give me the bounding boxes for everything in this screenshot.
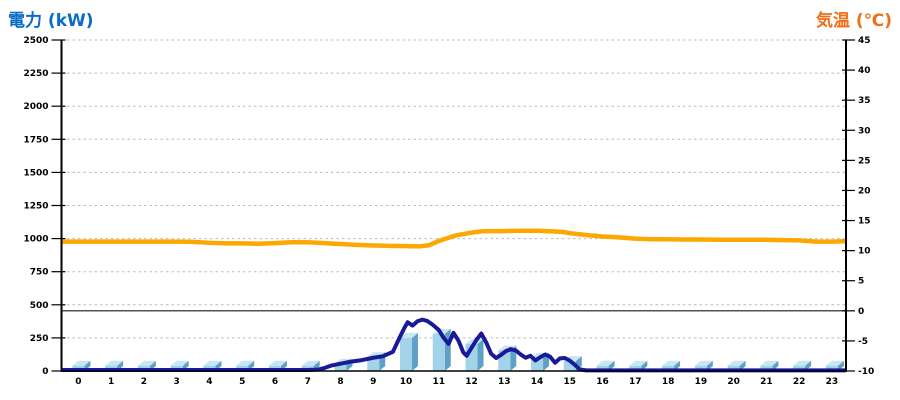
svg-text:17: 17: [629, 377, 642, 387]
bar-hour-10: [400, 332, 418, 371]
svg-text:18: 18: [662, 377, 675, 387]
svg-text:9: 9: [370, 377, 376, 387]
svg-text:8: 8: [337, 377, 343, 387]
svg-text:2: 2: [141, 377, 147, 387]
svg-text:750: 750: [30, 268, 49, 278]
svg-text:23: 23: [826, 377, 839, 387]
svg-text:5: 5: [239, 377, 245, 387]
gridlines: [61, 39, 846, 339]
svg-text:0: 0: [75, 377, 81, 387]
svg-text:4: 4: [206, 377, 212, 387]
svg-text:40: 40: [858, 66, 871, 76]
svg-text:1750: 1750: [23, 135, 48, 145]
svg-text:2500: 2500: [23, 36, 48, 46]
svg-text:7: 7: [305, 377, 311, 387]
temperature-line: [62, 228, 846, 249]
power-bars-series: [72, 328, 844, 371]
svg-text:45: 45: [858, 36, 871, 46]
svg-text:35: 35: [858, 96, 871, 106]
svg-text:16: 16: [596, 377, 609, 387]
left-axis-ticks: 0 250 500 750 1000 1250 1500 1750 2000 2250 2500: [23, 36, 66, 377]
svg-text:10: 10: [400, 377, 413, 387]
svg-text:13: 13: [498, 377, 511, 387]
svg-text:21: 21: [760, 377, 773, 387]
left-axis-title: 電力 (kW): [8, 11, 94, 31]
svg-text:30: 30: [858, 126, 871, 136]
right-axis-ticks: -10 -5 0 5 10 15 20 25 30 35 40 45: [842, 36, 874, 377]
svg-text:20: 20: [858, 186, 871, 196]
svg-text:500: 500: [30, 301, 49, 311]
svg-text:15: 15: [858, 217, 871, 227]
svg-text:-5: -5: [858, 337, 868, 347]
svg-text:1250: 1250: [23, 202, 48, 212]
svg-text:0: 0: [42, 367, 48, 377]
svg-text:6: 6: [272, 377, 278, 387]
svg-text:250: 250: [30, 334, 49, 344]
svg-text:10: 10: [858, 247, 871, 257]
svg-text:2250: 2250: [23, 69, 48, 79]
svg-text:25: 25: [858, 156, 871, 166]
svg-text:1500: 1500: [23, 168, 48, 178]
svg-text:22: 22: [793, 377, 806, 387]
svg-text:15: 15: [564, 377, 577, 387]
svg-text:19: 19: [695, 377, 708, 387]
right-axis-title: 気温 (℃): [815, 11, 892, 31]
svg-text:5: 5: [858, 277, 864, 287]
svg-text:2000: 2000: [23, 102, 48, 112]
svg-text:1: 1: [108, 377, 114, 387]
svg-text:20: 20: [727, 377, 740, 387]
svg-text:0: 0: [858, 307, 864, 317]
power-line: [60, 317, 847, 373]
svg-text:11: 11: [432, 377, 445, 387]
svg-text:-10: -10: [858, 367, 874, 377]
svg-text:12: 12: [465, 377, 478, 387]
svg-text:3: 3: [174, 377, 180, 387]
x-axis-labels: 0 1 2 3 4 5 6 7 8 9 10 11 12 13 14 15 16 17 18 19 20 21 22 23: [75, 377, 838, 387]
svg-text:1000: 1000: [23, 235, 48, 245]
svg-text:14: 14: [531, 377, 544, 387]
